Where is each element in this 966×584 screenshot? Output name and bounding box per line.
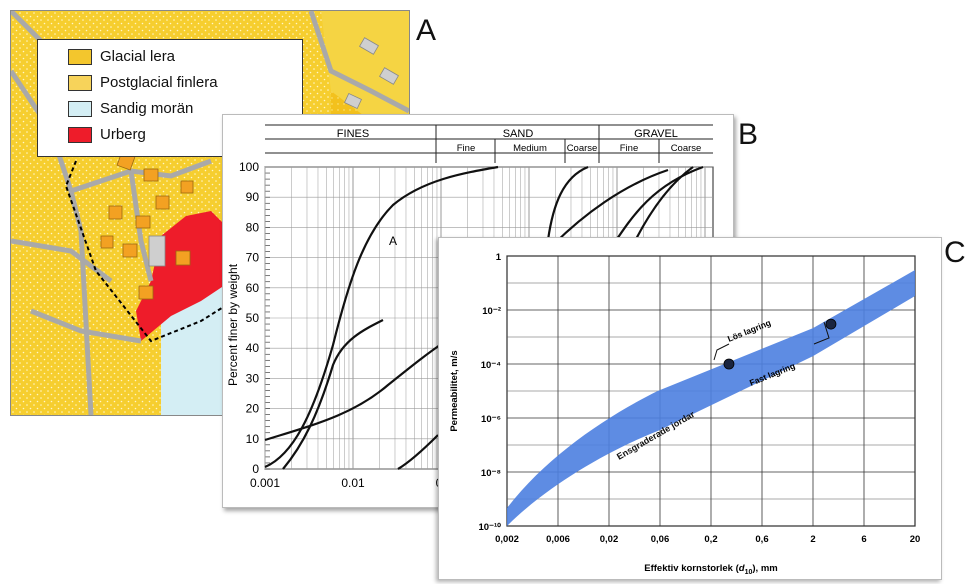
legend-label: Postglacial finlera	[100, 74, 218, 91]
curve-label-a: A	[389, 234, 397, 248]
legend-label: Glacial lera	[100, 48, 176, 65]
map-legend: Glacial lera Postglacial finlera Sandig …	[37, 39, 303, 157]
panel-label-b: B	[738, 118, 759, 151]
perm-xtick: 0,06	[651, 534, 670, 545]
header-sand: SAND	[503, 128, 534, 140]
perm-xtick: 0,002	[495, 534, 519, 545]
perm-ytick: 10⁻⁶	[481, 414, 501, 425]
grain-ytick: 10	[246, 432, 260, 446]
subheader-sand-fine: Fine	[457, 143, 475, 154]
subheader-sand-medium: Medium	[513, 143, 547, 154]
legend-item: Postglacial finlera	[68, 74, 218, 91]
perm-ytick: 10⁻⁴	[481, 360, 502, 371]
legend-swatch	[68, 126, 92, 143]
perm-ytick: 10⁻¹⁰	[478, 522, 501, 533]
perm-ytick: 1	[496, 252, 502, 263]
perm-xtick: 0,2	[704, 534, 717, 545]
legend-item: Glacial lera	[68, 48, 175, 65]
grain-ytick: 50	[246, 311, 260, 325]
header-fines: FINES	[337, 128, 369, 140]
data-point	[723, 358, 735, 370]
house-icons	[100, 151, 194, 300]
grain-xtick: 0.001	[250, 476, 280, 490]
legend-item: Sandig morän	[68, 100, 193, 117]
grain-xtick: 0.01	[341, 476, 365, 490]
perm-xtick: 20	[910, 534, 921, 545]
subheader-sand-coarse: Coarse	[567, 143, 598, 154]
legend-item: Urberg	[68, 126, 146, 143]
header-gravel: GRAVEL	[634, 128, 678, 140]
subheader-gravel-fine: Fine	[620, 143, 638, 154]
perm-xlabel: Effektiv kornstorlek (d10), mm	[644, 563, 777, 576]
legend-label: Urberg	[100, 126, 146, 143]
panel-label-c: C	[944, 236, 966, 269]
permeability-chart: 0,002 0,006 0,02 0,06 0,2 0,6 2 6 20 1 10⁻² 10⁻⁴ 10⁻…	[449, 252, 921, 576]
perm-ytick: 10⁻⁸	[481, 468, 501, 479]
boundary-line	[64, 160, 242, 343]
grain-ytick: 0	[252, 462, 259, 476]
legend-swatch	[68, 48, 92, 65]
grain-ytick: 90	[246, 190, 260, 204]
data-point	[825, 318, 837, 330]
perm-xtick: 0,6	[755, 534, 768, 545]
panel-label-a: A	[416, 14, 437, 47]
legend-label: Sandig morän	[100, 100, 194, 117]
perm-xtick: 2	[810, 534, 815, 545]
perm-ylabel: Permeabilitet, m/s	[449, 350, 460, 431]
grain-ytick: 30	[246, 371, 260, 385]
grain-ytick: 100	[239, 160, 259, 174]
permeability-band	[507, 270, 915, 526]
grain-ytick: 70	[246, 251, 260, 265]
gradation-curves	[264, 165, 704, 470]
legend-swatch	[68, 74, 92, 91]
perm-xtick: 0,006	[546, 534, 570, 545]
subheader-gravel-coarse: Coarse	[671, 143, 702, 154]
permeability-panel: 0,002 0,006 0,02 0,06 0,2 0,6 2 6 20 1 10⁻² 10⁻⁴ 10⁻…	[438, 237, 942, 580]
grain-ylabel: Percent finer by weight	[226, 263, 240, 386]
grain-ytick: 40	[246, 341, 260, 355]
grain-ytick: 20	[246, 402, 260, 416]
legend-swatch	[68, 100, 92, 117]
perm-xtick: 0,02	[600, 534, 619, 545]
perm-xtick: 6	[861, 534, 866, 545]
grain-ytick: 60	[246, 281, 260, 295]
grain-ytick: 80	[246, 220, 260, 234]
perm-ytick: 10⁻²	[482, 306, 501, 317]
